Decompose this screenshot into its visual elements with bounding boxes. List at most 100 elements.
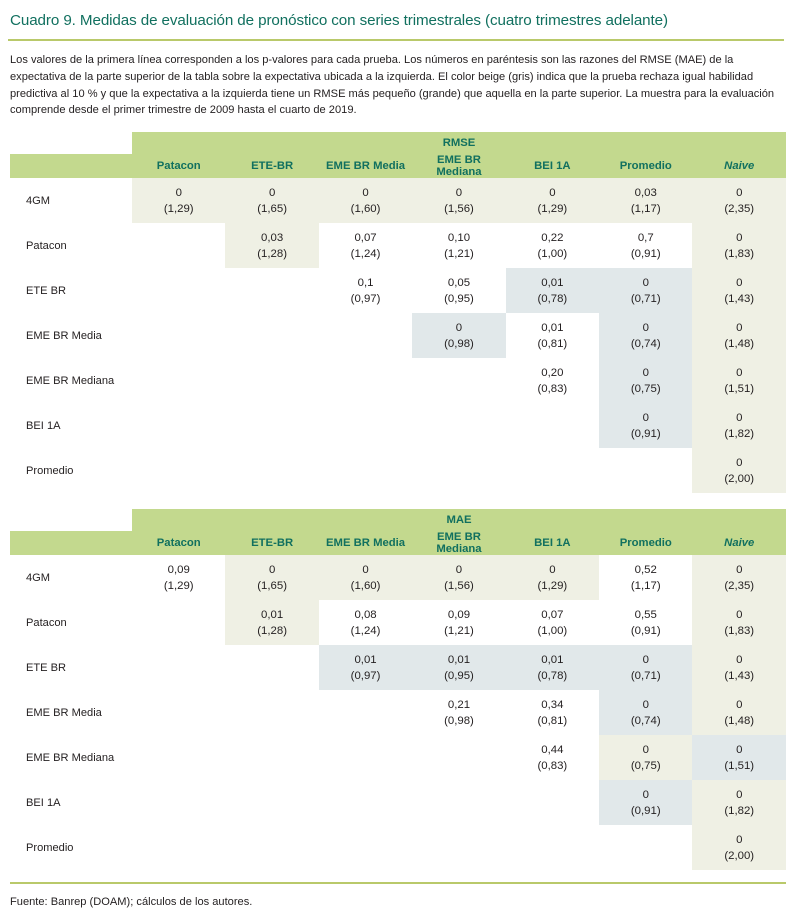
cell-ratio: (0,91) bbox=[630, 427, 661, 440]
cell-pvalue: 0,22 bbox=[541, 231, 564, 244]
cell-ratio: (1,28) bbox=[257, 247, 288, 260]
data-cell bbox=[505, 780, 600, 826]
cell-pvalue: 0,03 bbox=[261, 231, 284, 244]
data-cell: 0,01 (0,78) bbox=[505, 645, 600, 691]
cell-pvalue: 0 bbox=[736, 833, 743, 846]
data-cell: 0,1 (0,97) bbox=[318, 268, 413, 314]
column-header-eme-br-mediana: EME BR Mediana bbox=[412, 531, 506, 556]
data-cell bbox=[505, 403, 600, 449]
cell-pvalue: 0 bbox=[736, 231, 743, 244]
data-cell: 0 (0,71) bbox=[599, 268, 693, 314]
data-cell: 0,55 (0,91) bbox=[599, 600, 693, 646]
cell-ratio: (0,83) bbox=[537, 382, 568, 395]
data-cell: 0 (0,75) bbox=[599, 735, 693, 781]
data-cell: 0 (1,29) bbox=[132, 178, 226, 224]
table-row: EME BR Mediana 0,44 (0,83) 0 (0,75) 0 (1,51) bbox=[10, 735, 786, 781]
table-row: 4GM 0,09 (1,29) 0 (1,65) 0 (1,60) 0 (1,56) 0 (1,29… bbox=[10, 555, 786, 601]
data-cell bbox=[132, 358, 226, 404]
cell-ratio: (1,60) bbox=[350, 202, 381, 215]
cell-ratio: (0,75) bbox=[630, 382, 661, 395]
data-cell: 0,21 (0,98) bbox=[412, 690, 506, 736]
cell-ratio: (0,71) bbox=[630, 292, 661, 305]
row-label: EME BR Mediana bbox=[10, 358, 133, 404]
cell-pvalue: 0,07 bbox=[354, 231, 377, 244]
cell-pvalue: 0 bbox=[736, 563, 743, 576]
cell-pvalue: 0,1 bbox=[357, 276, 374, 289]
cell-pvalue: 0 bbox=[642, 321, 649, 334]
cell-pvalue: 0,55 bbox=[634, 608, 657, 621]
data-cell: 0 (2,00) bbox=[692, 825, 786, 871]
table-band-row: MAE bbox=[10, 509, 786, 532]
row-label: EME BR Media bbox=[10, 313, 133, 359]
cell-ratio: (1,56) bbox=[444, 202, 474, 215]
cell-ratio: (0,91) bbox=[630, 247, 661, 260]
data-cell: 0,01 (0,97) bbox=[318, 645, 413, 691]
cell-ratio: (1,83) bbox=[724, 624, 755, 637]
cell-pvalue: 0,21 bbox=[447, 698, 471, 711]
data-cell: 0 (1,83) bbox=[692, 600, 786, 646]
column-header-naive: Naive bbox=[692, 531, 786, 556]
cell-ratio: (0,91) bbox=[630, 804, 661, 817]
data-cell bbox=[412, 735, 506, 781]
cell-pvalue: 0,07 bbox=[541, 608, 564, 621]
cell-ratio: (1,65) bbox=[257, 579, 288, 592]
data-cell: 0 (0,75) bbox=[599, 358, 693, 404]
data-cell bbox=[318, 313, 413, 359]
data-cell bbox=[225, 448, 319, 494]
data-cell: 0,07 (1,24) bbox=[318, 223, 413, 269]
row-label: ETE BR bbox=[10, 645, 133, 691]
cell-pvalue: 0,01 bbox=[541, 276, 564, 289]
cell-pvalue: 0,03 bbox=[634, 186, 657, 199]
data-cell: 0,10 (1,21) bbox=[412, 223, 506, 269]
cell-ratio: (1,48) bbox=[724, 337, 755, 350]
row-label: BEI 1A bbox=[10, 403, 133, 449]
cell-pvalue: 0 bbox=[736, 653, 743, 666]
data-cell bbox=[599, 448, 693, 494]
band-corner bbox=[10, 509, 132, 531]
column-header-eme-br-media: EME BR Media bbox=[318, 154, 413, 179]
data-cell bbox=[412, 448, 506, 494]
cell-pvalue: 0 bbox=[736, 411, 743, 424]
cell-ratio: (1,00) bbox=[537, 624, 568, 637]
cell-ratio: (0,74) bbox=[630, 337, 661, 350]
cell-pvalue: 0,44 bbox=[541, 743, 564, 756]
column-header-bei-1a: BEI 1A bbox=[505, 531, 600, 556]
data-cell: 0 (1,56) bbox=[412, 555, 506, 601]
data-cell bbox=[318, 358, 413, 404]
cell-pvalue: 0 bbox=[175, 186, 182, 199]
data-cell bbox=[132, 313, 226, 359]
data-cell bbox=[132, 268, 226, 314]
data-cell bbox=[412, 358, 506, 404]
cell-ratio: (0,83) bbox=[537, 759, 568, 772]
data-cell: 0 (0,91) bbox=[599, 780, 693, 826]
data-cell: 0,03 (1,28) bbox=[225, 223, 319, 269]
header-corner bbox=[10, 154, 133, 179]
data-cell: 0 (0,71) bbox=[599, 645, 693, 691]
cell-pvalue: 0,05 bbox=[447, 276, 471, 289]
table-header-row: Patacon ETE-BR EME BR Media EME BR Mediana B… bbox=[10, 154, 786, 179]
cell-pvalue: 0 bbox=[362, 563, 369, 576]
data-cell: 0,08 (1,24) bbox=[318, 600, 413, 646]
cell-pvalue: 0,20 bbox=[541, 366, 564, 379]
table-row: 4GM 0 (1,29) 0 (1,65) 0 (1,60) 0 (1,56) 0 (1,29) 0,… bbox=[10, 178, 786, 224]
data-cell bbox=[132, 223, 226, 269]
document-page: Cuadro 9. Medidas de evaluación de pronó… bbox=[8, 12, 786, 908]
column-header-ete-br: ETE-BR bbox=[225, 154, 319, 179]
cell-pvalue: 0 bbox=[549, 563, 556, 576]
data-cell bbox=[318, 735, 413, 781]
cell-pvalue: 0,01 bbox=[261, 608, 284, 621]
table-note: Los valores de la primera línea correspo… bbox=[10, 53, 775, 117]
table-mae: MAE Patacon ETE-BR EME BR Media EME BR Media… bbox=[10, 509, 786, 871]
row-label: Patacon bbox=[10, 223, 133, 269]
data-cell: 0 (1,82) bbox=[692, 780, 786, 826]
metric-band-label: MAE bbox=[132, 509, 786, 532]
data-cell bbox=[225, 690, 319, 736]
row-label: Promedio bbox=[10, 448, 133, 494]
column-header-eme-br-media: EME BR Media bbox=[318, 531, 413, 556]
cell-ratio: (1,48) bbox=[724, 714, 755, 727]
table-row: Patacon 0,01 (1,28) 0,08 (1,24) 0,09 (1,21) 0,0… bbox=[10, 600, 786, 646]
column-header-patacon: Patacon bbox=[132, 154, 226, 179]
cell-ratio: (0,98) bbox=[444, 337, 474, 350]
row-label: EME BR Media bbox=[10, 690, 133, 736]
column-header-promedio: Promedio bbox=[599, 154, 693, 179]
